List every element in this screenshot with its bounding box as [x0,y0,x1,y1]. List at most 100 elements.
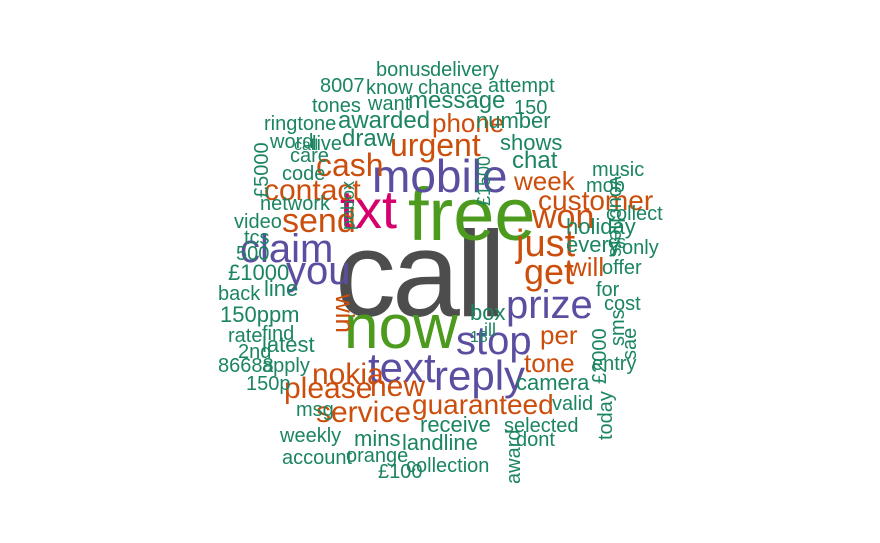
word-cost: cost [604,293,641,315]
word-music: music [592,159,644,181]
word-new: new [370,370,425,403]
word-2000: £2000 [589,328,611,384]
word-per: per [540,320,578,350]
word-will: will [567,252,604,282]
word-vouchers: vouchers [605,176,627,257]
word-mob: mob [586,175,625,197]
word-live: live [312,133,342,155]
word-message: message [408,87,505,114]
word-100: £100 [378,461,423,483]
word-msg: msg [296,399,334,421]
word-draw: draw [342,125,395,152]
word-get: get [524,251,574,292]
word-urgent: urgent [390,127,481,163]
word-video: video [234,211,282,233]
word-sae: sae [619,328,641,360]
word-phone: phone [432,108,504,138]
word-free: free [408,173,536,256]
word-2nd: 2nd [238,341,271,363]
word-service: service [316,396,411,429]
word-txt: txt [340,180,397,240]
word-offer: offer [602,257,642,279]
word-back: back [218,283,261,305]
word-guaranteed: guaranteed [412,389,554,420]
word-ringtone: ringtone [264,113,336,135]
word-receive: receive [420,412,491,437]
word-chance: chance [418,77,483,99]
word-500: 500 [236,243,269,265]
word-please: please [284,372,372,405]
word-bonus: bonus [376,59,431,81]
word-number: number [476,108,551,133]
word-150p: 150p [246,373,291,395]
word-week: week [513,166,576,196]
word-now: now [344,293,458,362]
word-valid: valid [552,393,593,415]
word-entry: entry [592,353,636,375]
word-won: won [531,198,594,236]
word-line: line [264,276,298,301]
word-apply: apply [262,355,310,377]
word-delivery: delivery [430,59,499,81]
word-camera: camera [516,370,590,395]
word-care: care [290,145,329,167]
word-win: win [330,293,360,333]
word-rate: rate [228,325,262,347]
word-only: only [622,237,659,259]
word-weekly: weekly [279,425,341,447]
word-reply: reply [434,352,525,399]
word-attempt: attempt [488,75,555,97]
word-want: want [367,93,411,115]
word-selected: selected [504,415,579,437]
word-call: call [335,206,502,342]
word-1500: £1500 [474,156,494,206]
word-just: just [515,223,576,265]
word-know: know [366,77,413,99]
word-contact: contact [264,174,361,207]
word-pobox: pobox [338,181,358,230]
word-code: code [282,163,325,185]
word-call-small: call [294,137,318,154]
word-tones: tones [312,95,361,117]
word-landline: landline [402,430,478,455]
word-today: today [595,391,617,440]
word-you: you [286,249,351,293]
word-cash: cash [316,147,384,183]
word-every: every [566,232,620,257]
word-account: account [282,447,352,469]
word-network: network [260,193,331,215]
word-text: text [368,344,436,391]
word-holiday: holiday [566,214,636,239]
word-nokia: nokia [312,358,384,391]
word-dont: dont [516,429,555,451]
word-collect: collect [606,203,663,225]
word-5000: £5000 [251,142,273,198]
word-customer: customer [538,185,653,216]
word-tcs: tcs [244,227,270,249]
word-mobile: mobile [372,150,508,202]
word-cs: cs [608,232,626,252]
word-shows: shows [500,130,562,155]
word-tone: tone [524,348,575,378]
word-150: 150 [514,97,547,119]
word-word: word [269,131,313,153]
word-prize: prize [506,283,593,327]
word-18: 18 [470,329,488,346]
word-claim: claim [240,227,333,271]
word-150ppm: 150ppm [220,302,300,327]
word-collection: collection [406,455,489,477]
word-latest: latest [262,332,315,357]
word-for: for [596,279,620,301]
word-award: award [503,430,525,484]
word-box: box [470,300,505,325]
word-orange: orange [346,445,408,467]
word-ill: ill [484,320,496,340]
word-86688: 86688 [218,355,274,377]
word-sms: sms [607,309,629,346]
word-8007: 8007 [320,75,365,97]
word-find: find [262,323,294,345]
word-send: send [282,202,356,240]
word-chat: chat [512,147,558,174]
word-mins: mins [354,426,400,451]
